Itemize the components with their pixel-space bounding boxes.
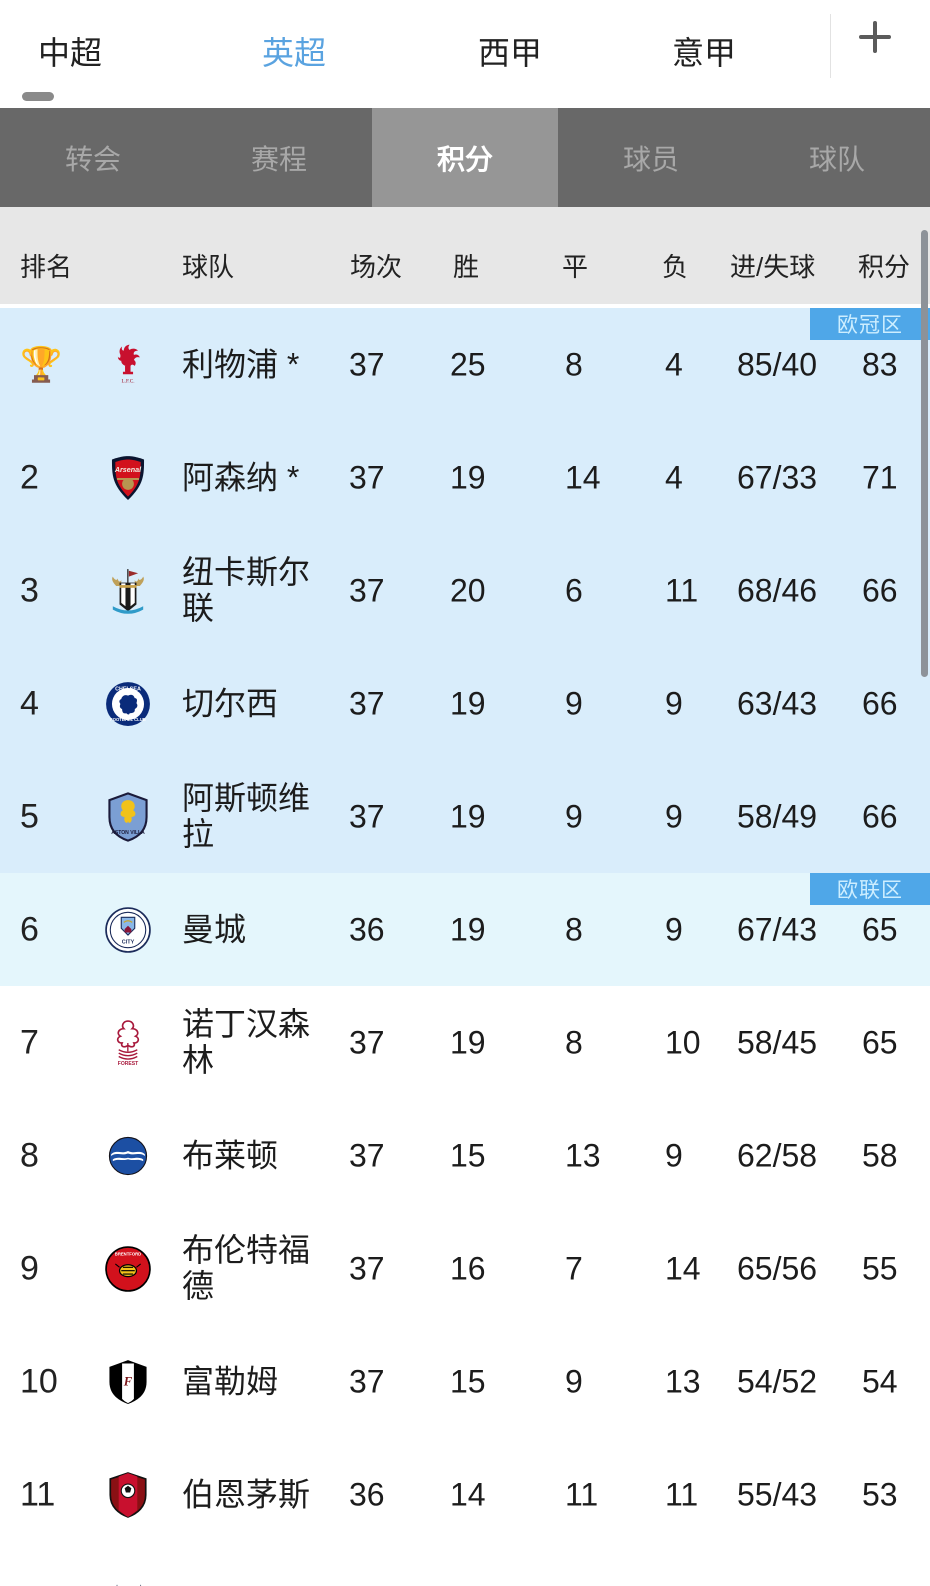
svg-text:BRENTFORD: BRENTFORD (115, 1251, 141, 1256)
svg-text:FOOTBALL CLUB: FOOTBALL CLUB (110, 716, 146, 721)
svg-text:ASTON VILLA: ASTON VILLA (111, 829, 145, 835)
svg-text:F: F (123, 1374, 133, 1388)
svg-text:FOREST: FOREST (118, 1060, 139, 1066)
svg-text:Arsenal: Arsenal (114, 466, 142, 474)
svg-text:CITY: CITY (122, 939, 135, 945)
svg-text:CHELSEA: CHELSEA (115, 686, 141, 692)
svg-text:L.F.C.: L.F.C. (121, 378, 134, 384)
